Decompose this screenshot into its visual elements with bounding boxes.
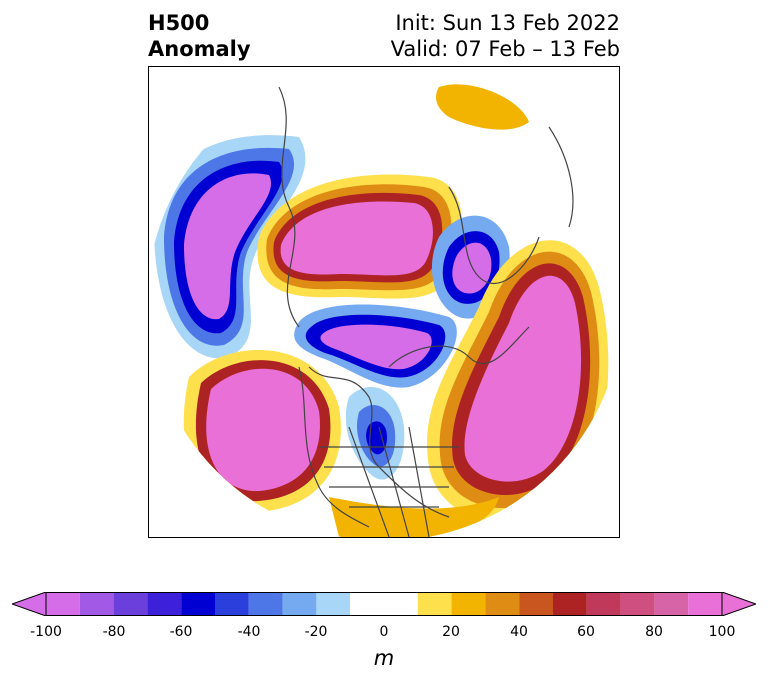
colorbar-bin xyxy=(316,592,351,616)
colorbar-tick: -100 xyxy=(30,624,62,640)
colorbar-tick: -40 xyxy=(237,624,261,640)
colorbar-tick: 60 xyxy=(577,624,595,640)
colorbar-tick: 100 xyxy=(708,624,736,640)
valid-range: Valid: 07 Feb – 13 Feb xyxy=(390,37,620,61)
colorbar-unit: m xyxy=(373,646,395,670)
colorbar-over-arrow xyxy=(721,592,756,616)
colorbar-bin xyxy=(350,592,418,616)
colorbar-bin xyxy=(620,592,655,616)
colorbar-bin xyxy=(113,592,148,616)
colorbar-tick: 80 xyxy=(645,624,663,640)
map-title: H500 Anomaly xyxy=(148,10,251,62)
colorbar-tick: 20 xyxy=(442,624,460,640)
title-line-2: Anomaly xyxy=(148,37,251,61)
colorbar-outline xyxy=(45,592,723,616)
colorbar-bin xyxy=(417,592,452,616)
colorbar-tick: 0 xyxy=(379,624,389,640)
colorbar-bin xyxy=(553,592,587,616)
colorbar-tick: -60 xyxy=(169,624,193,640)
title-line-1: H500 xyxy=(148,11,210,35)
north-pacific-low xyxy=(154,135,306,359)
colorbar-bin xyxy=(485,592,520,616)
colorbar-bin xyxy=(181,592,215,616)
colorbar-tick: -80 xyxy=(102,624,126,640)
map-dates: Init: Sun 13 Feb 2022 Valid: 07 Feb – 13… xyxy=(391,10,620,62)
anomaly-map xyxy=(154,84,609,537)
colorbar-bin xyxy=(147,592,182,616)
colorbar-bin xyxy=(46,592,80,616)
atlantic-high xyxy=(427,240,609,522)
colorbar-bin xyxy=(688,592,722,616)
colorbar-bin xyxy=(282,592,317,616)
colorbar-bin xyxy=(215,592,249,616)
map-panel xyxy=(148,66,620,538)
colorbar-tick: -20 xyxy=(304,624,328,640)
colorbar-bin xyxy=(79,592,114,616)
asia-high xyxy=(257,174,463,299)
colorbar-bin xyxy=(451,592,486,616)
colorbar-bin xyxy=(248,592,283,616)
atlantic-coast-band xyxy=(329,497,499,537)
colorbar-tick: 40 xyxy=(510,624,528,640)
colorbar-bin xyxy=(654,592,689,616)
colorbar-under-arrow xyxy=(12,592,47,616)
colorbar xyxy=(12,592,756,616)
kamchatka-high xyxy=(436,84,529,130)
north-america-low xyxy=(345,387,405,480)
arctic-low xyxy=(294,304,457,388)
colorbar-bin xyxy=(519,592,553,616)
init-date: Init: Sun 13 Feb 2022 xyxy=(395,11,620,35)
ne-pacific-high xyxy=(183,349,341,513)
colorbar-bin xyxy=(586,592,621,616)
coastlines xyxy=(278,86,574,537)
